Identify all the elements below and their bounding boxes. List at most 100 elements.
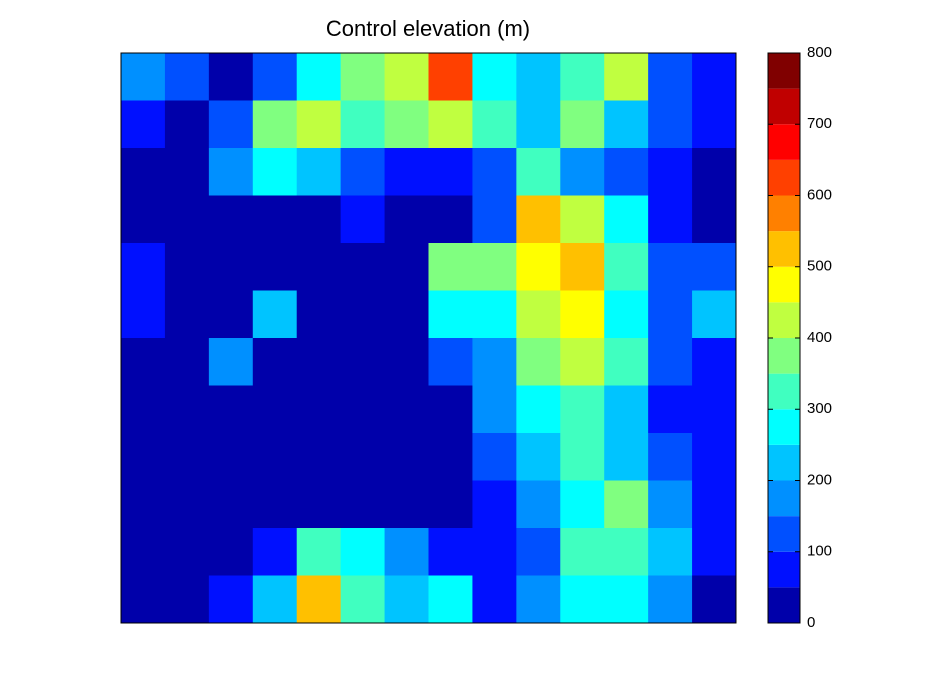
cell	[692, 100, 737, 149]
cell	[384, 575, 429, 624]
cell	[472, 195, 517, 244]
cell	[516, 148, 561, 196]
colorbar-tick-label: 0	[807, 614, 815, 631]
cell	[428, 243, 473, 291]
colorbar-segment	[768, 480, 800, 517]
cell	[560, 100, 605, 149]
cell	[428, 385, 473, 434]
cell	[692, 385, 737, 434]
cell	[516, 100, 561, 149]
cell	[604, 195, 649, 244]
cell	[428, 53, 473, 101]
cell	[384, 100, 429, 149]
cell	[208, 528, 254, 576]
cell	[164, 148, 210, 196]
cell	[296, 148, 342, 196]
cell	[121, 433, 166, 481]
colorbar-segment	[768, 409, 800, 445]
cell	[164, 53, 210, 101]
cell	[340, 338, 386, 386]
cell	[340, 290, 386, 339]
cell	[340, 480, 386, 529]
cell	[692, 433, 737, 481]
cell	[384, 148, 429, 196]
cell	[604, 385, 649, 434]
cell	[208, 148, 254, 196]
cell	[252, 338, 298, 386]
cell	[164, 575, 210, 624]
cell	[560, 480, 605, 529]
cell	[560, 338, 605, 386]
colorbar-tick-label: 100	[807, 543, 832, 560]
cell	[296, 575, 342, 624]
colorbar-tick-label: 200	[807, 471, 832, 488]
cell	[648, 100, 693, 149]
cell	[648, 148, 693, 196]
cell	[208, 575, 254, 624]
cell	[648, 290, 693, 339]
cell	[208, 53, 254, 101]
cell	[692, 575, 737, 624]
cell	[340, 385, 386, 434]
cell	[516, 433, 561, 481]
cell	[384, 243, 429, 291]
cell	[121, 385, 166, 434]
cell	[252, 53, 298, 101]
colorbar-tick-label: 300	[807, 400, 832, 417]
cell	[560, 243, 605, 291]
colorbar-segment	[768, 587, 800, 623]
cell	[340, 148, 386, 196]
cell	[340, 433, 386, 481]
cell	[516, 338, 561, 386]
colorbar-segment	[768, 124, 800, 160]
cell	[692, 480, 737, 529]
cell	[516, 195, 561, 244]
cell	[121, 53, 166, 101]
cell	[252, 290, 298, 339]
colorbar-segment	[768, 195, 800, 232]
cell	[121, 480, 166, 529]
cell	[428, 528, 473, 576]
cell	[648, 53, 693, 101]
cell	[692, 338, 737, 386]
cell	[560, 195, 605, 244]
colorbar-segment	[768, 444, 800, 481]
cell	[340, 100, 386, 149]
cell	[296, 53, 342, 101]
cell	[648, 528, 693, 576]
colorbar-segment	[768, 338, 800, 374]
cell	[516, 528, 561, 576]
cell	[516, 290, 561, 339]
cell	[560, 53, 605, 101]
cell	[121, 100, 166, 149]
cell	[648, 385, 693, 434]
cell	[428, 433, 473, 481]
colorbar-segment	[768, 88, 800, 125]
cell	[252, 148, 298, 196]
cell	[296, 100, 342, 149]
colorbar-segment	[768, 159, 800, 196]
cell	[384, 528, 429, 576]
cell	[208, 290, 254, 339]
cell	[648, 575, 693, 624]
cell	[252, 480, 298, 529]
colorbar-tick-label: 800	[807, 44, 832, 61]
colorbar-segment	[768, 302, 800, 338]
cell	[560, 148, 605, 196]
colorbar-segment	[768, 551, 800, 588]
cell	[121, 148, 166, 196]
cell	[604, 338, 649, 386]
cell	[516, 53, 561, 101]
cell	[648, 243, 693, 291]
cell	[208, 433, 254, 481]
cell	[252, 528, 298, 576]
cell	[296, 243, 342, 291]
cell	[472, 433, 517, 481]
cell	[560, 385, 605, 434]
cell	[384, 480, 429, 529]
cell	[252, 433, 298, 481]
cell	[648, 480, 693, 529]
cell	[121, 528, 166, 576]
cell	[164, 100, 210, 149]
